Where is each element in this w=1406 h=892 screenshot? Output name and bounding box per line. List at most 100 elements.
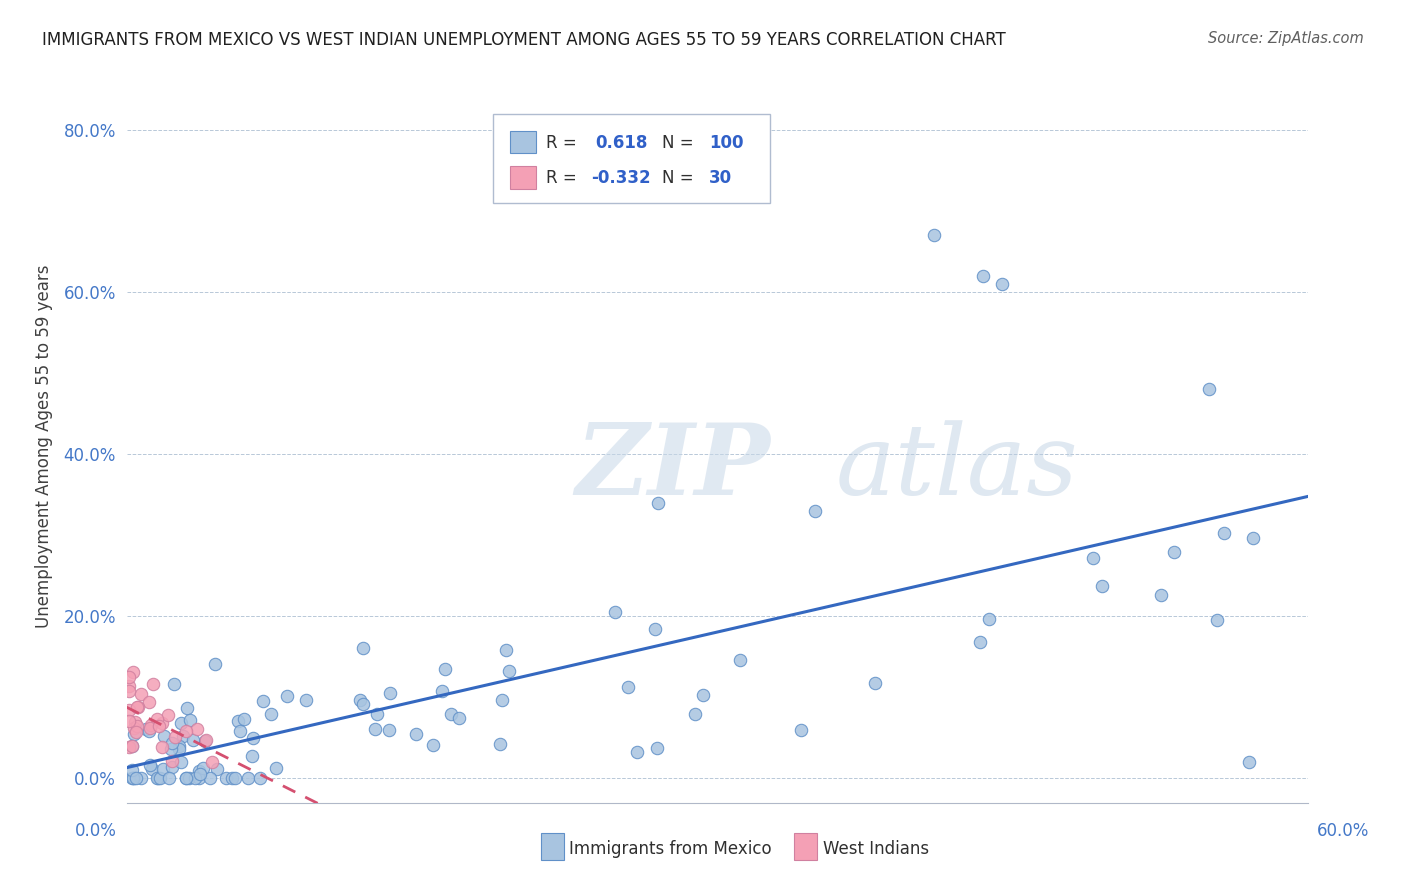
Text: IMMIGRANTS FROM MEXICO VS WEST INDIAN UNEMPLOYMENT AMONG AGES 55 TO 59 YEARS COR: IMMIGRANTS FROM MEXICO VS WEST INDIAN UN… (42, 31, 1005, 49)
Text: ZIP: ZIP (575, 419, 770, 516)
Point (440, 707, 463, 722)
Point (240, 749, 263, 764)
Point (422, 738, 444, 752)
Point (181, 733, 204, 747)
Text: N =: N = (662, 169, 693, 187)
Point (1206, 613, 1229, 627)
Point (170, 756, 193, 770)
Point (125, 699, 148, 714)
Point (165, 730, 187, 744)
Point (352, 697, 374, 711)
Point (146, 772, 169, 786)
Point (366, 706, 388, 721)
Point (804, 504, 827, 518)
Point (186, 722, 208, 736)
Point (149, 772, 172, 786)
Point (162, 735, 184, 749)
Text: West Indians: West Indians (823, 840, 928, 858)
Point (195, 733, 218, 747)
Point (364, 723, 387, 737)
Text: Immigrants from Mexico: Immigrants from Mexico (569, 840, 772, 858)
Point (129, 687, 152, 701)
Point (647, 740, 669, 755)
Point (224, 772, 246, 786)
Point (276, 689, 298, 703)
Point (184, 772, 207, 786)
Point (129, 772, 152, 786)
Point (172, 729, 194, 743)
Point (685, 706, 707, 721)
Text: 0.618: 0.618 (595, 134, 648, 152)
Point (177, 772, 200, 786)
Point (352, 640, 374, 655)
Point (188, 767, 211, 781)
Point (146, 712, 169, 726)
FancyBboxPatch shape (510, 131, 536, 153)
Point (156, 707, 179, 722)
Point (117, 714, 139, 728)
Point (127, 700, 149, 714)
Point (148, 772, 170, 786)
Point (1150, 589, 1173, 603)
Point (430, 684, 453, 698)
Point (294, 693, 316, 707)
Point (117, 679, 139, 693)
Y-axis label: Unemployment Among Ages 55 to 59 years: Unemployment Among Ages 55 to 59 years (35, 264, 52, 628)
Point (644, 622, 666, 636)
Point (922, 228, 945, 243)
Point (121, 739, 143, 754)
Point (221, 772, 243, 786)
Point (122, 665, 145, 679)
Point (1212, 525, 1234, 540)
Point (405, 727, 427, 741)
Point (228, 724, 250, 739)
Point (167, 742, 190, 756)
Point (163, 677, 186, 691)
Point (139, 721, 162, 735)
Point (117, 703, 139, 717)
Point (121, 772, 143, 786)
Point (252, 694, 274, 708)
Point (626, 746, 648, 760)
Point (969, 635, 991, 649)
Point (174, 772, 197, 786)
Point (205, 762, 228, 776)
Point (152, 729, 174, 743)
Point (125, 719, 148, 733)
Point (488, 737, 510, 751)
Point (141, 763, 163, 777)
Point (498, 664, 520, 678)
Point (117, 740, 139, 755)
FancyBboxPatch shape (510, 167, 536, 189)
Point (124, 727, 146, 741)
Point (1081, 550, 1104, 565)
Point (349, 693, 371, 707)
Point (138, 723, 160, 738)
Point (169, 739, 191, 753)
Point (162, 755, 184, 769)
Point (977, 612, 1000, 626)
Point (142, 677, 165, 691)
Point (1198, 382, 1220, 396)
Point (188, 764, 211, 779)
Point (617, 681, 640, 695)
Point (191, 761, 214, 775)
Point (228, 714, 250, 728)
Point (1091, 579, 1114, 593)
Point (972, 268, 994, 283)
Point (160, 742, 183, 756)
Point (790, 723, 813, 738)
Point (378, 686, 401, 700)
Text: -0.332: -0.332 (591, 169, 651, 187)
Point (148, 719, 170, 733)
Point (259, 707, 281, 722)
Point (122, 772, 145, 786)
Point (433, 662, 456, 676)
Point (1241, 531, 1264, 545)
Point (174, 724, 197, 739)
Point (121, 739, 143, 753)
Point (135, 723, 157, 737)
Point (863, 675, 886, 690)
Point (214, 772, 236, 786)
Point (157, 772, 180, 786)
